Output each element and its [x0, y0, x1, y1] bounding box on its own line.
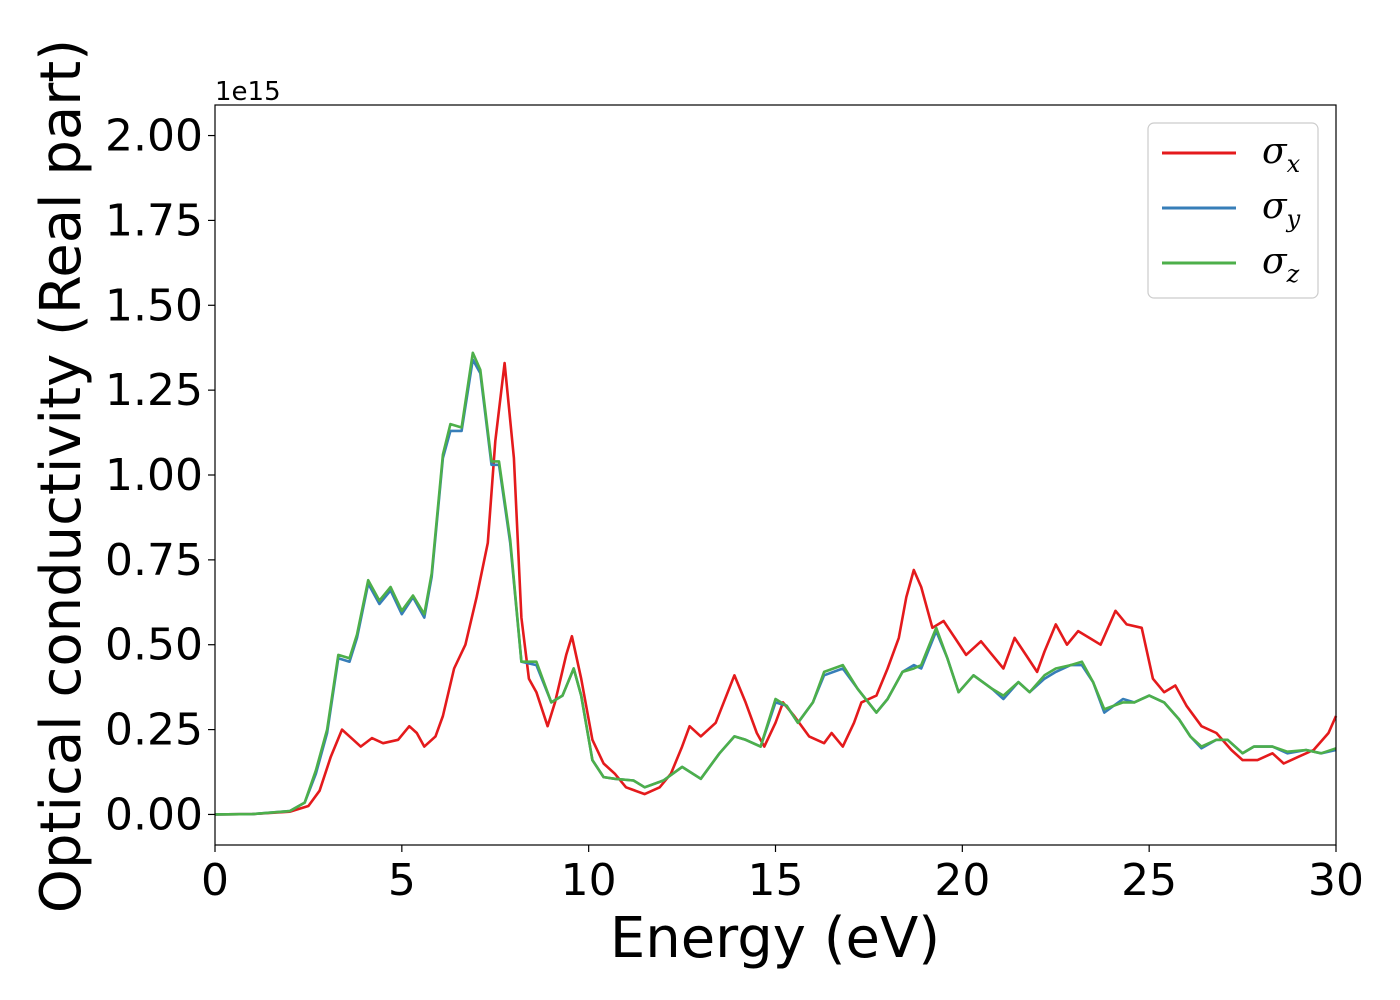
- y-tick-label: 2.00: [105, 111, 203, 162]
- y-tick-label: 0.00: [105, 789, 203, 840]
- x-tick-label: 25: [1121, 855, 1177, 906]
- series-line-sigma-x: [214, 361, 1338, 816]
- y-tick-label: 0.75: [105, 535, 203, 586]
- y-offset-label: 1e15: [215, 77, 281, 107]
- y-tick-label: 1.00: [105, 450, 203, 501]
- x-axis-label: Energy (eV): [610, 906, 940, 971]
- y-axis: 0.00 0.25 0.50 0.75 1.00 1.25 1.50 1.75 2.00: [105, 111, 215, 840]
- y-tick-label: 1.75: [105, 195, 203, 246]
- x-tick-label: 5: [388, 855, 416, 906]
- series-layer: [214, 351, 1338, 816]
- x-tick-label: 20: [934, 855, 990, 906]
- y-tick-label: 1.50: [105, 280, 203, 331]
- x-tick-label: 30: [1308, 855, 1364, 906]
- x-tick-label: 10: [561, 855, 617, 906]
- y-tick-label: 1.25: [105, 365, 203, 416]
- x-axis: 0 5 10 15 20 25 30: [201, 845, 1364, 906]
- series-line-sigma-z: [214, 351, 1337, 816]
- legend-box: [1147, 122, 1319, 299]
- y-tick-label: 0.50: [105, 620, 203, 671]
- x-tick-label: 15: [748, 855, 804, 906]
- plot-frame: [214, 104, 1337, 846]
- y-axis-label: Optical conductivity (Real part): [29, 39, 94, 913]
- y-tick-label: 0.25: [105, 705, 203, 756]
- x-tick-label: 0: [201, 855, 229, 906]
